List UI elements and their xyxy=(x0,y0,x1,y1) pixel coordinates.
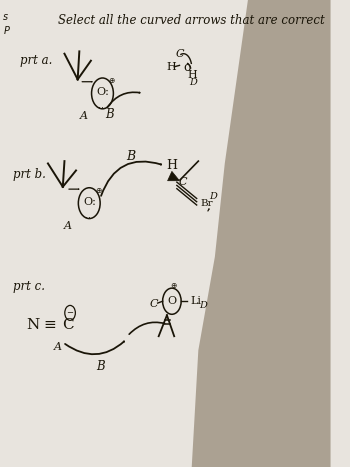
Text: o: o xyxy=(184,61,191,74)
Text: C: C xyxy=(176,49,184,59)
Text: prt b.: prt b. xyxy=(13,168,46,181)
Text: prt a.: prt a. xyxy=(20,54,52,67)
Text: A: A xyxy=(54,342,62,352)
Text: H: H xyxy=(166,159,177,172)
Text: ≡: ≡ xyxy=(43,318,56,332)
Text: s: s xyxy=(3,12,8,21)
Text: D: D xyxy=(199,301,207,311)
Text: A: A xyxy=(80,111,88,121)
Text: O: O xyxy=(167,296,176,306)
Text: B: B xyxy=(97,360,105,373)
Text: −: − xyxy=(66,308,74,318)
Text: D: D xyxy=(210,192,217,201)
Text: C: C xyxy=(149,299,158,310)
Text: H: H xyxy=(166,62,176,72)
Text: O:: O: xyxy=(83,197,96,207)
Text: H: H xyxy=(188,70,198,80)
Text: Select all the curved arrows that are correct: Select all the curved arrows that are co… xyxy=(58,14,325,27)
Text: D: D xyxy=(189,78,197,87)
Text: ⊕: ⊕ xyxy=(108,76,115,85)
Text: B: B xyxy=(105,108,113,121)
Text: ⊕: ⊕ xyxy=(95,185,102,195)
Text: A: A xyxy=(64,221,72,232)
Text: B: B xyxy=(126,150,135,163)
Text: ⊕: ⊕ xyxy=(170,281,177,290)
Text: C: C xyxy=(178,177,187,187)
Text: C: C xyxy=(62,318,74,332)
Text: ··: ·· xyxy=(85,213,91,223)
Text: prt c.: prt c. xyxy=(13,280,45,293)
Polygon shape xyxy=(192,0,330,467)
Polygon shape xyxy=(168,171,180,181)
Text: O:: O: xyxy=(97,87,110,98)
Text: Br: Br xyxy=(200,198,212,208)
Text: Li: Li xyxy=(190,296,201,306)
Text: P: P xyxy=(3,26,9,35)
Text: ··: ·· xyxy=(98,103,104,113)
Text: N: N xyxy=(27,318,40,332)
